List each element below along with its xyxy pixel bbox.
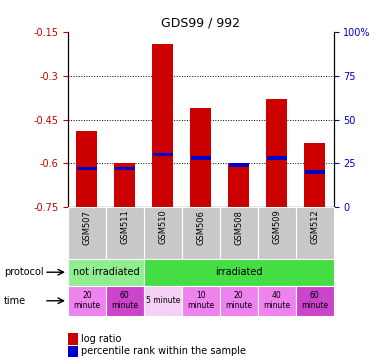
Text: time: time <box>4 296 26 306</box>
Bar <box>191 108 211 207</box>
Title: GDS99 / 992: GDS99 / 992 <box>161 16 240 30</box>
Bar <box>144 286 182 316</box>
Text: GSM510: GSM510 <box>158 210 167 245</box>
Bar <box>296 207 334 259</box>
Text: log ratio: log ratio <box>81 334 122 344</box>
Text: percentile rank within the sample: percentile rank within the sample <box>81 346 246 356</box>
Bar <box>182 286 220 316</box>
Bar <box>229 163 249 167</box>
Bar <box>76 131 97 207</box>
Bar <box>182 207 220 259</box>
Bar <box>191 156 211 160</box>
Bar <box>228 163 249 207</box>
Text: 20
minute: 20 minute <box>225 291 252 311</box>
Bar <box>296 286 334 316</box>
Text: GSM506: GSM506 <box>196 210 205 245</box>
Text: GSM507: GSM507 <box>82 210 92 245</box>
Text: protocol: protocol <box>4 267 43 277</box>
Text: GSM509: GSM509 <box>272 210 281 245</box>
Bar <box>258 286 296 316</box>
Text: GSM512: GSM512 <box>310 210 319 245</box>
Text: irradiated: irradiated <box>215 267 263 277</box>
Bar <box>68 259 144 286</box>
Text: 10
minute: 10 minute <box>187 291 214 311</box>
Bar <box>115 167 135 171</box>
Bar <box>106 207 144 259</box>
Bar <box>258 207 296 259</box>
Bar <box>305 170 325 174</box>
Bar <box>106 286 144 316</box>
Bar <box>152 44 173 207</box>
Bar <box>144 259 334 286</box>
Bar <box>77 167 97 171</box>
Text: 60
minute: 60 minute <box>111 291 139 311</box>
Bar <box>153 153 173 156</box>
Text: not irradiated: not irradiated <box>73 267 139 277</box>
Text: GSM511: GSM511 <box>120 210 129 245</box>
Text: 40
minute: 40 minute <box>263 291 290 311</box>
Text: 5 minute: 5 minute <box>146 296 180 305</box>
Bar <box>304 143 325 207</box>
Bar <box>68 207 106 259</box>
Text: 20
minute: 20 minute <box>73 291 100 311</box>
Bar <box>220 286 258 316</box>
Bar <box>267 156 287 160</box>
Bar <box>266 99 287 207</box>
Text: 60
minute: 60 minute <box>301 291 328 311</box>
Bar <box>68 286 106 316</box>
Text: GSM508: GSM508 <box>234 210 243 245</box>
Bar <box>144 207 182 259</box>
Bar <box>114 163 135 207</box>
Bar <box>220 207 258 259</box>
